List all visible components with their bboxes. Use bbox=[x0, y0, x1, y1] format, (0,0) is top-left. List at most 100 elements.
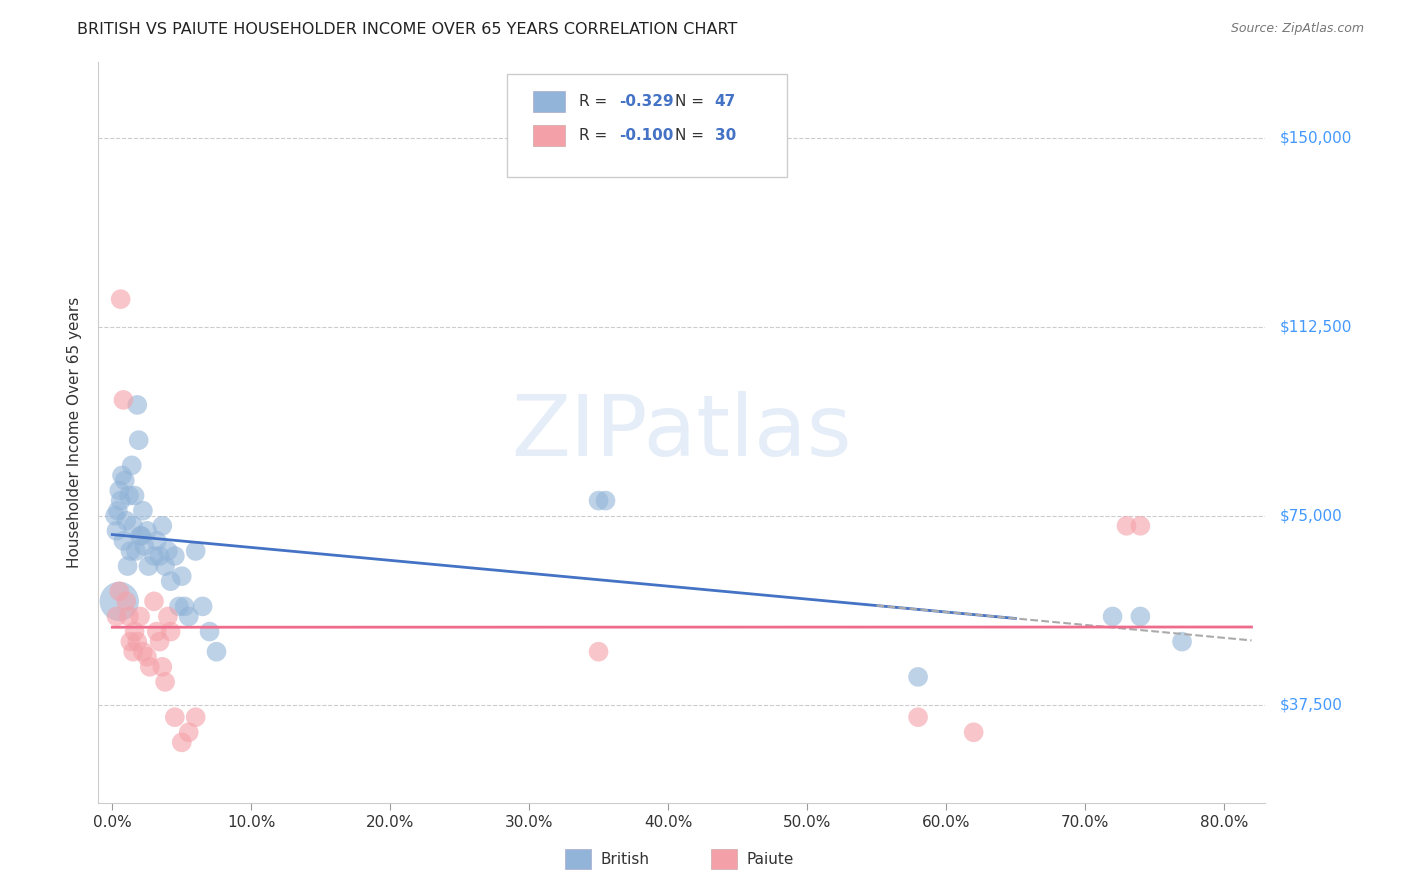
Text: -0.100: -0.100 bbox=[619, 128, 673, 144]
Point bbox=[108, 584, 131, 599]
Point bbox=[198, 624, 221, 639]
Point bbox=[177, 725, 200, 739]
FancyBboxPatch shape bbox=[508, 73, 787, 178]
Point bbox=[156, 544, 179, 558]
Point bbox=[127, 398, 149, 412]
Point bbox=[962, 725, 984, 739]
Point bbox=[146, 624, 169, 639]
Text: ZIPatlas: ZIPatlas bbox=[512, 391, 852, 475]
Point bbox=[134, 539, 156, 553]
Point bbox=[120, 544, 142, 558]
Text: R =: R = bbox=[579, 95, 613, 109]
Point bbox=[1101, 609, 1123, 624]
Point bbox=[129, 609, 152, 624]
Point bbox=[108, 594, 131, 608]
Point bbox=[108, 483, 131, 498]
Point bbox=[1129, 609, 1152, 624]
Point bbox=[105, 609, 128, 624]
Point bbox=[120, 634, 142, 648]
Point bbox=[115, 514, 138, 528]
Point bbox=[148, 634, 170, 648]
Point bbox=[114, 474, 136, 488]
Point bbox=[184, 710, 207, 724]
Point bbox=[131, 529, 153, 543]
Point bbox=[170, 569, 193, 583]
Point bbox=[110, 292, 132, 306]
Point bbox=[170, 735, 193, 749]
Text: 47: 47 bbox=[714, 95, 735, 109]
Text: N =: N = bbox=[675, 95, 709, 109]
Text: 30: 30 bbox=[714, 128, 735, 144]
Point bbox=[127, 634, 149, 648]
Text: -0.329: -0.329 bbox=[619, 95, 673, 109]
Point bbox=[107, 504, 129, 518]
Point bbox=[143, 594, 166, 608]
Point bbox=[139, 660, 162, 674]
Point bbox=[110, 493, 132, 508]
Point bbox=[1129, 518, 1152, 533]
FancyBboxPatch shape bbox=[533, 126, 565, 146]
Point bbox=[117, 559, 139, 574]
Point bbox=[150, 518, 173, 533]
Point bbox=[124, 489, 146, 503]
Text: Paiute: Paiute bbox=[747, 852, 793, 866]
Text: BRITISH VS PAIUTE HOUSEHOLDER INCOME OVER 65 YEARS CORRELATION CHART: BRITISH VS PAIUTE HOUSEHOLDER INCOME OVE… bbox=[77, 22, 738, 37]
Point bbox=[159, 624, 181, 639]
Point bbox=[136, 649, 159, 664]
Point bbox=[159, 574, 181, 589]
Point bbox=[121, 458, 143, 473]
Point bbox=[112, 392, 135, 407]
Point bbox=[150, 660, 173, 674]
Text: British: British bbox=[600, 852, 650, 866]
Point bbox=[129, 529, 152, 543]
Point bbox=[163, 710, 186, 724]
Point bbox=[122, 518, 145, 533]
FancyBboxPatch shape bbox=[533, 91, 565, 112]
Point bbox=[595, 493, 617, 508]
Point bbox=[146, 533, 169, 548]
Point bbox=[122, 645, 145, 659]
Text: R =: R = bbox=[579, 128, 613, 144]
Point bbox=[191, 599, 214, 614]
Point bbox=[1171, 634, 1194, 648]
FancyBboxPatch shape bbox=[711, 848, 737, 870]
Text: $112,500: $112,500 bbox=[1279, 319, 1351, 334]
Point bbox=[156, 609, 179, 624]
Point bbox=[588, 493, 610, 508]
Point bbox=[153, 674, 176, 689]
Y-axis label: Householder Income Over 65 years: Householder Income Over 65 years bbox=[67, 297, 83, 568]
Point bbox=[128, 433, 150, 447]
Point bbox=[111, 468, 134, 483]
Point bbox=[1115, 518, 1137, 533]
Text: Source: ZipAtlas.com: Source: ZipAtlas.com bbox=[1230, 22, 1364, 36]
Text: $150,000: $150,000 bbox=[1279, 130, 1351, 145]
Point bbox=[105, 524, 128, 538]
Point bbox=[907, 710, 929, 724]
FancyBboxPatch shape bbox=[565, 848, 591, 870]
Point bbox=[173, 599, 195, 614]
Point bbox=[163, 549, 186, 563]
Point bbox=[907, 670, 929, 684]
Point bbox=[112, 533, 135, 548]
Point bbox=[177, 609, 200, 624]
Text: $37,500: $37,500 bbox=[1279, 697, 1343, 712]
Point bbox=[136, 524, 159, 538]
Point bbox=[132, 504, 155, 518]
Point bbox=[588, 645, 610, 659]
Point bbox=[148, 549, 170, 563]
Text: $75,000: $75,000 bbox=[1279, 508, 1343, 524]
Point bbox=[205, 645, 228, 659]
Point bbox=[124, 624, 146, 639]
Point bbox=[132, 645, 155, 659]
Point bbox=[184, 544, 207, 558]
Point bbox=[125, 544, 148, 558]
Point bbox=[118, 609, 141, 624]
Point bbox=[104, 508, 127, 523]
Point bbox=[167, 599, 190, 614]
Point bbox=[138, 559, 160, 574]
Point bbox=[118, 489, 141, 503]
Point bbox=[115, 594, 138, 608]
Point bbox=[153, 559, 176, 574]
Point bbox=[143, 549, 166, 563]
Text: N =: N = bbox=[675, 128, 709, 144]
